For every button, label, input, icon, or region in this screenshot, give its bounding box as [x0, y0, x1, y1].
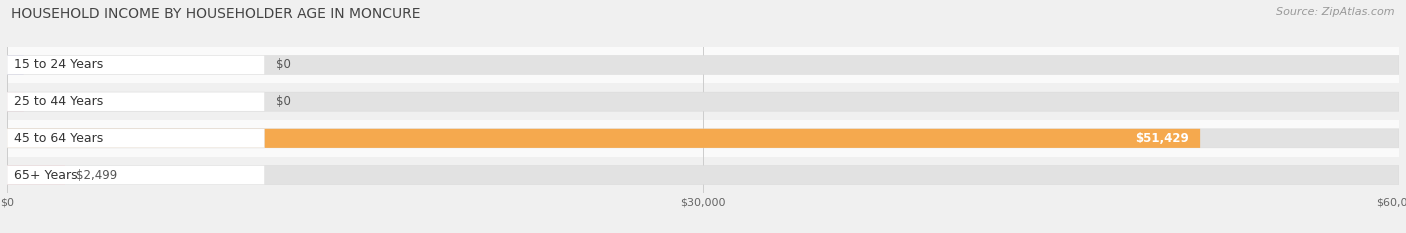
Text: 25 to 44 Years: 25 to 44 Years	[14, 95, 103, 108]
Text: 45 to 64 Years: 45 to 64 Years	[14, 132, 103, 145]
Text: $51,429: $51,429	[1135, 132, 1189, 145]
Text: HOUSEHOLD INCOME BY HOUSEHOLDER AGE IN MONCURE: HOUSEHOLD INCOME BY HOUSEHOLDER AGE IN M…	[11, 7, 420, 21]
Text: 15 to 24 Years: 15 to 24 Years	[14, 58, 103, 72]
FancyBboxPatch shape	[7, 165, 65, 185]
Text: $2,499: $2,499	[76, 168, 117, 182]
FancyBboxPatch shape	[7, 55, 24, 75]
Text: $0: $0	[276, 95, 291, 108]
FancyBboxPatch shape	[7, 157, 1399, 193]
Text: $0: $0	[276, 58, 291, 72]
FancyBboxPatch shape	[7, 92, 24, 111]
FancyBboxPatch shape	[7, 92, 1399, 111]
FancyBboxPatch shape	[7, 129, 1201, 148]
FancyBboxPatch shape	[7, 83, 1399, 120]
FancyBboxPatch shape	[7, 55, 1399, 75]
FancyBboxPatch shape	[7, 120, 1399, 157]
FancyBboxPatch shape	[7, 165, 264, 185]
FancyBboxPatch shape	[7, 55, 264, 75]
Text: Source: ZipAtlas.com: Source: ZipAtlas.com	[1277, 7, 1395, 17]
FancyBboxPatch shape	[7, 47, 1399, 83]
FancyBboxPatch shape	[7, 129, 1399, 148]
Text: 65+ Years: 65+ Years	[14, 168, 77, 182]
FancyBboxPatch shape	[7, 129, 264, 148]
FancyBboxPatch shape	[7, 165, 1399, 185]
FancyBboxPatch shape	[7, 92, 264, 111]
